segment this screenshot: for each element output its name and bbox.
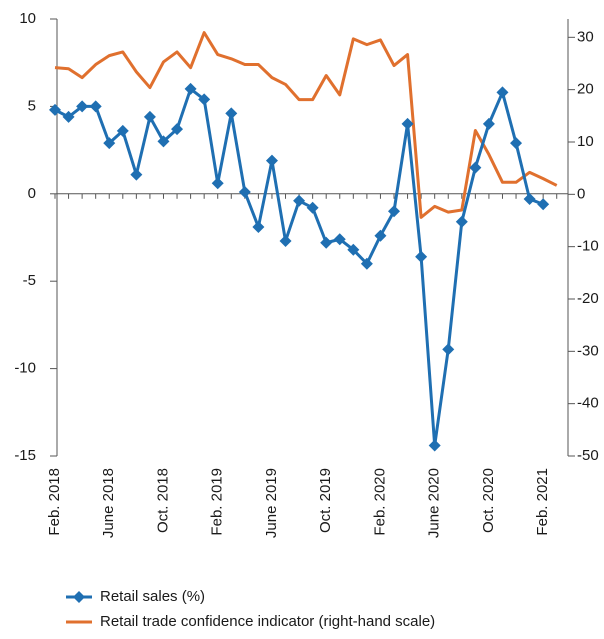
marker [388,205,400,218]
marker [171,123,184,136]
y2-tick-label: -20 [577,290,599,307]
x-tick-label: Oct. 2018 [154,468,171,533]
marker [238,186,251,199]
y2-tick-label: 30 [577,28,594,45]
marker [482,117,495,130]
marker [252,221,265,234]
series-line [54,31,558,219]
marker [347,243,360,256]
y-tick-label: -5 [23,272,36,289]
y2-tick-label: -30 [577,342,599,359]
marker [455,215,468,228]
marker [157,135,170,148]
y2-tick-label: 20 [577,81,594,98]
x-tick-label: June 2018 [100,468,117,538]
marker [265,154,278,167]
marker [49,103,61,116]
marker [198,93,211,106]
legend-marker [73,591,85,603]
marker [401,117,414,130]
marker [76,100,89,113]
marker [428,439,441,452]
series-line [54,87,544,448]
marker [320,236,333,249]
marker [211,177,224,190]
x-tick-label: June 2020 [426,468,443,538]
y-tick-label: 10 [19,10,36,27]
marker [374,229,387,242]
marker [62,110,75,123]
marker [469,161,482,174]
marker [523,193,536,206]
marker [293,194,306,207]
y2-tick-label: -10 [577,238,599,255]
marker [225,107,238,120]
marker [143,110,156,123]
x-tick-label: Feb. 2021 [534,468,551,536]
marker [103,137,116,150]
marker [184,82,197,95]
y-tick-label: 5 [28,97,36,114]
marker [130,168,143,181]
x-tick-label: Feb. 2019 [209,468,226,536]
legend-label: Retail trade confidence indicator (right… [100,613,435,630]
marker [306,201,319,214]
x-tick-label: Oct. 2020 [480,468,497,533]
marker [510,137,523,150]
x-tick-label: Feb. 2020 [371,468,388,536]
marker [116,124,129,137]
marker [89,100,102,113]
marker [415,250,428,263]
y2-tick-label: 10 [577,133,594,150]
y2-tick-label: -40 [577,395,599,412]
x-tick-label: June 2019 [263,468,280,538]
y-tick-label: -10 [14,360,36,377]
y2-tick-label: 0 [577,185,585,202]
x-tick-label: Oct. 2019 [317,468,334,533]
marker [333,233,346,246]
y-tick-label: 0 [28,185,36,202]
marker [496,86,509,99]
legend-label: Retail sales (%) [100,588,205,605]
y-tick-label: -15 [14,447,36,464]
x-tick-label: Feb. 2018 [46,468,63,536]
marker [279,234,292,247]
marker [537,198,550,211]
marker [442,343,455,356]
marker [360,257,373,270]
y2-tick-label: -50 [577,447,599,464]
